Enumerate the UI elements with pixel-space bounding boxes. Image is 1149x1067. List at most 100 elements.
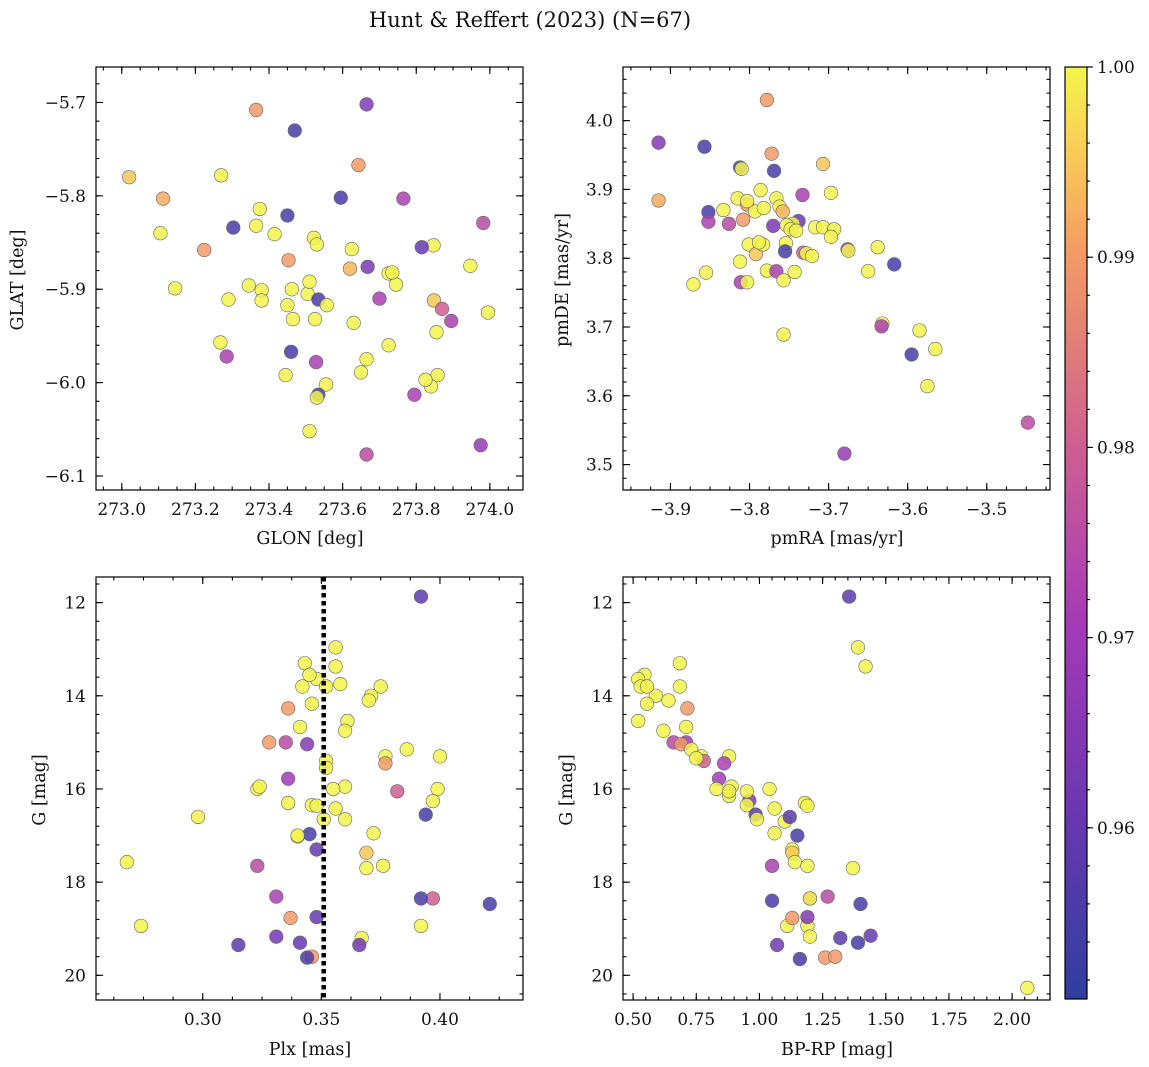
data-point (767, 826, 782, 841)
data-point (319, 298, 334, 313)
data-point (359, 845, 374, 860)
data-point (300, 737, 315, 752)
data-point (318, 377, 334, 392)
data-point (833, 930, 848, 946)
data-point (775, 204, 790, 219)
data-point (219, 349, 234, 364)
y-tick-label: −6.1 (45, 467, 86, 487)
data-point (153, 226, 168, 241)
data-point (326, 781, 341, 797)
data-point (278, 735, 293, 750)
data-point (430, 781, 445, 797)
data-point (346, 315, 361, 330)
data-point (764, 858, 780, 873)
data-point (800, 909, 815, 925)
data-point (190, 809, 206, 825)
x-tick-label: 1.75 (930, 1010, 968, 1030)
y-tick-label: 16 (64, 780, 86, 800)
x-tick-label: 1.00 (741, 1010, 779, 1030)
data-point (295, 679, 310, 694)
x-tick-label: 1.50 (867, 1010, 905, 1030)
data-point (385, 265, 400, 280)
y-tick-label: 12 (591, 594, 613, 614)
x-tick-label: −3.6 (887, 500, 928, 520)
data-point (285, 312, 301, 327)
data-point (426, 238, 441, 253)
data-point (278, 368, 293, 383)
x-tick-label: 0.35 (302, 1010, 340, 1030)
data-point (631, 713, 646, 729)
data-point (281, 701, 296, 716)
x-axis-label: GLON [deg] (256, 529, 363, 549)
data-point (284, 282, 299, 297)
proper-motion-panel: pmRA [mas/yr] pmDE [mas/yr] −3.9 −3.8 −3.7… (553, 66, 1051, 549)
data-point (381, 338, 396, 353)
data-point (480, 305, 496, 320)
data-point (281, 771, 296, 786)
data-point (432, 749, 448, 764)
data-point (359, 352, 374, 367)
y-tick-label: 14 (64, 687, 86, 707)
y-tick-label: −5.7 (45, 93, 86, 113)
data-point (372, 291, 387, 306)
data-point (837, 446, 852, 461)
y-tick-label: 3.7 (586, 318, 613, 338)
y-axis-label: G [mag] (557, 754, 577, 825)
data-point (792, 951, 807, 967)
y-tick-label: 18 (591, 873, 613, 893)
sky-position-panel: GLON [deg] GLAT [deg] 273.0 273.2 273.4 273… (8, 66, 524, 549)
data-point (283, 344, 299, 359)
x-axis-label: Plx [mas] (269, 1040, 351, 1060)
data-point (359, 97, 374, 112)
x-tick-label: 273.2 (171, 500, 220, 520)
data-point (283, 910, 298, 926)
data-point (689, 751, 704, 766)
data-point (732, 254, 748, 269)
data-point (418, 807, 433, 822)
data-point (1020, 980, 1035, 995)
data-point (300, 950, 315, 965)
y-tick-label: 14 (591, 687, 613, 707)
data-point (874, 319, 889, 334)
data-point (795, 187, 810, 203)
plot-frame (622, 576, 1051, 1001)
data-point (863, 928, 878, 943)
data-point (352, 937, 367, 953)
data-point (122, 170, 137, 185)
x-tick-label: −3.5 (966, 500, 1007, 520)
data-point (800, 798, 815, 813)
data-point (168, 281, 183, 296)
data-point (302, 667, 317, 682)
data-point (302, 274, 317, 289)
parallax-magnitude-panel: Plx [mas] G [mag] 0.30 0.35 0.40 12 14 16 18 20 (30, 576, 524, 1060)
data-point (269, 929, 284, 944)
x-axis-label: BP-RP [mag] (781, 1040, 893, 1060)
y-tick-label: 20 (64, 966, 86, 986)
colorbar-gradient (1064, 66, 1088, 1000)
data-point (366, 826, 381, 841)
data-point (309, 909, 324, 925)
data-point (361, 693, 376, 708)
data-point (767, 801, 782, 816)
data-point (782, 809, 797, 825)
data-point (759, 92, 775, 108)
data-point (425, 793, 440, 809)
data-point (716, 756, 732, 771)
data-point (651, 135, 666, 150)
data-point (858, 659, 873, 674)
data-point (359, 861, 374, 876)
data-point (226, 220, 241, 235)
data-point (267, 227, 282, 242)
data-point (252, 201, 267, 217)
y-tick-label: 3.5 (586, 456, 613, 476)
x-tick-label: 273.6 (318, 500, 367, 520)
data-point (800, 858, 815, 873)
data-point (328, 659, 343, 674)
data-point (262, 735, 277, 750)
data-point (473, 438, 488, 453)
y-tick-label: 18 (64, 873, 86, 893)
data-point (249, 218, 264, 233)
x-tick-label: 273.0 (97, 500, 146, 520)
data-point (734, 161, 749, 176)
data-point (413, 918, 429, 934)
